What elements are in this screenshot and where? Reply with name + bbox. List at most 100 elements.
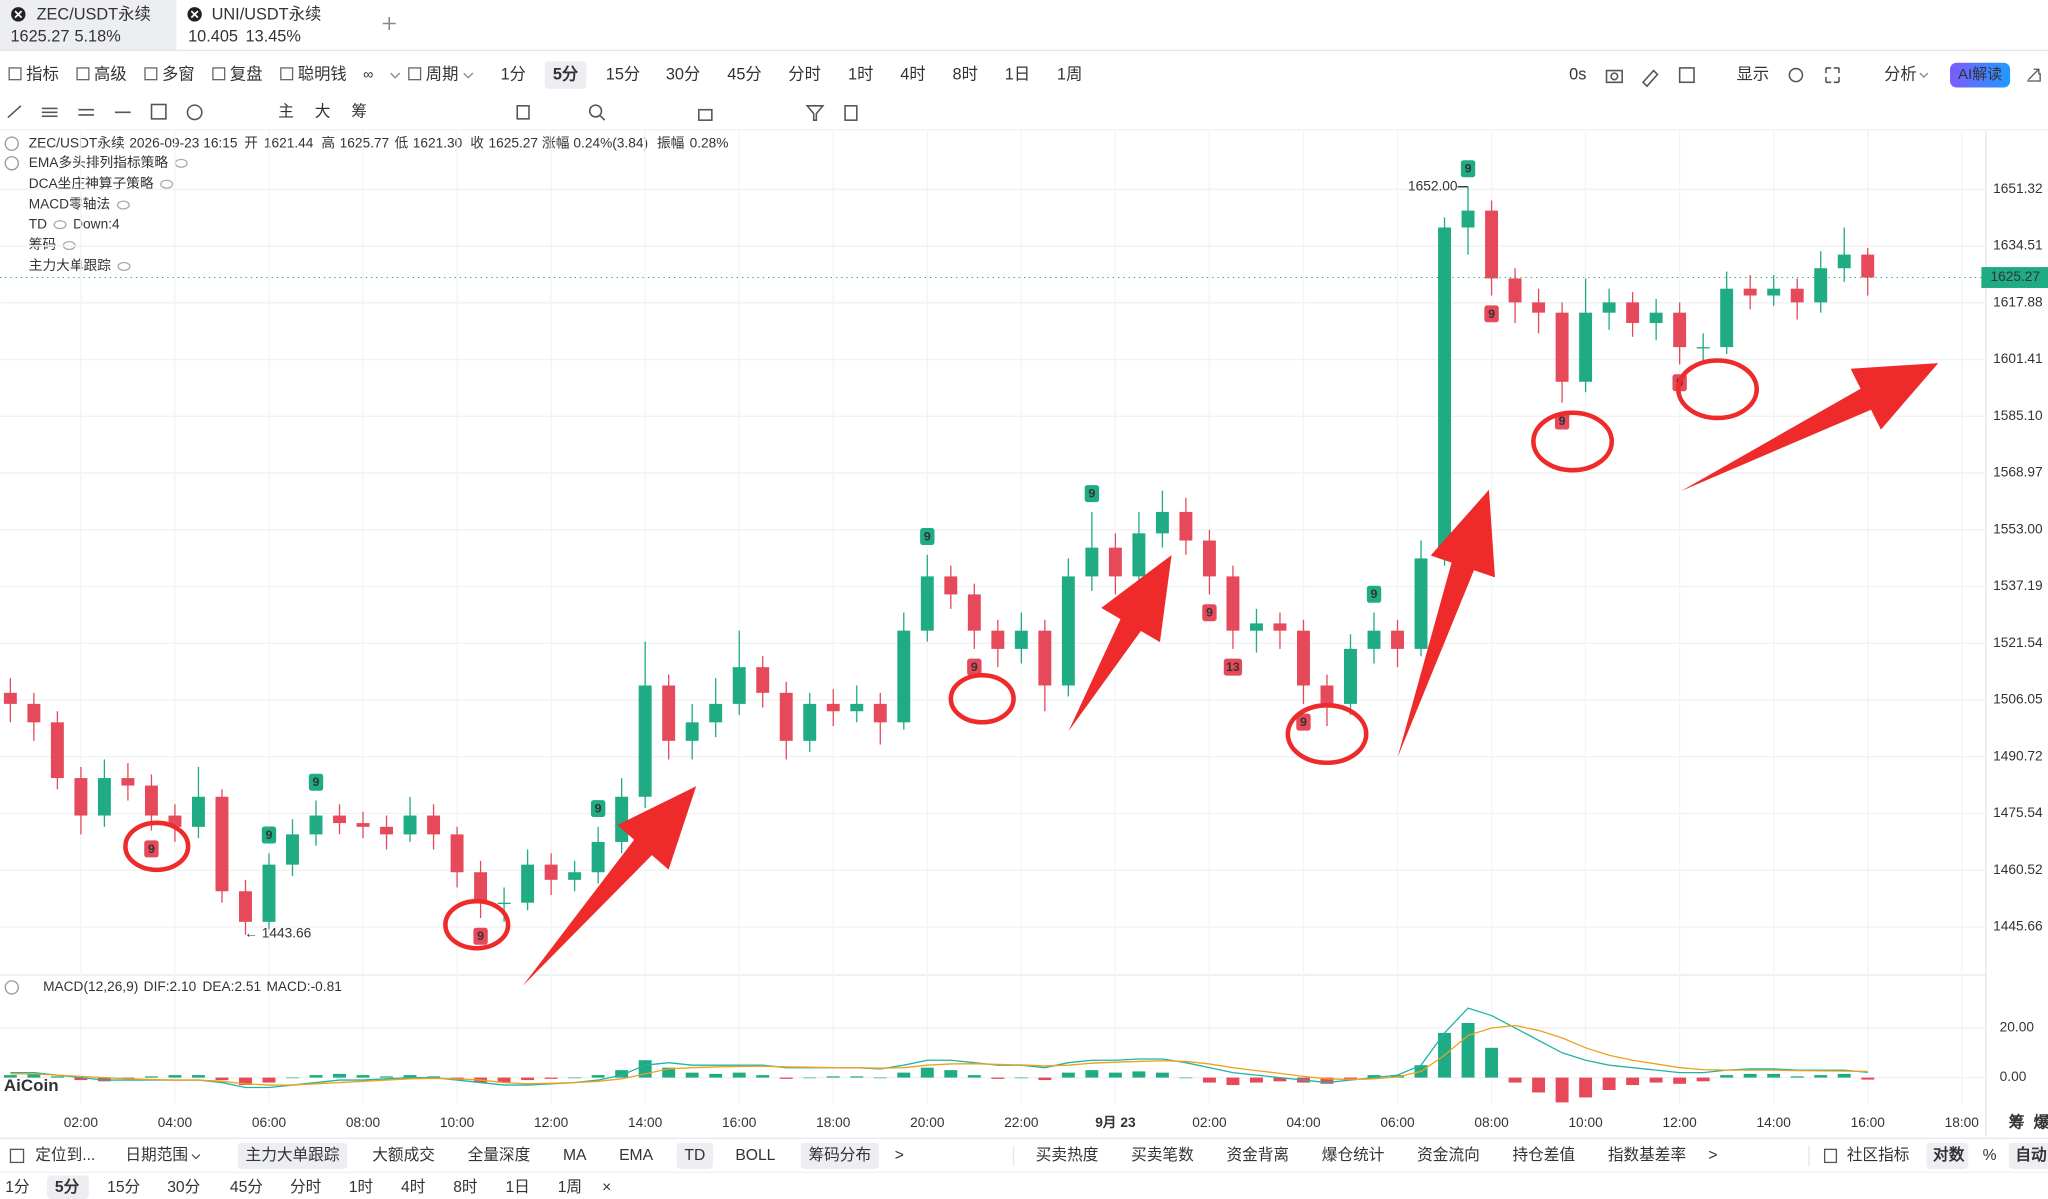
collapse-icon[interactable] — [4, 980, 19, 995]
interval-button[interactable]: 45分 — [727, 65, 761, 83]
bottom-tool[interactable]: MA — [563, 1147, 587, 1164]
bottom-tool[interactable]: 爆仓统计 — [1322, 1145, 1385, 1164]
share-icon[interactable] — [2027, 68, 2041, 82]
bottom-tool[interactable]: 持仓差值 — [1512, 1146, 1575, 1164]
interval-button[interactable]: 4时 — [900, 65, 925, 83]
bottom-tool[interactable]: 买卖热度 — [1036, 1146, 1099, 1164]
bottom-tool[interactable]: 资金背离 — [1226, 1146, 1289, 1164]
tool-button[interactable]: 复盘 — [230, 64, 263, 83]
bottom-tool[interactable]: 自动 — [2015, 1145, 2047, 1164]
bottom-tool[interactable]: 主力大单跟踪 — [246, 1146, 340, 1164]
interval-button[interactable]: 5分 — [55, 1178, 80, 1196]
macd-bar — [873, 1077, 887, 1079]
bottom-tool[interactable]: 定位到... — [35, 1146, 95, 1164]
macd-bar — [544, 1077, 558, 1079]
bottom-tool[interactable]: 社区指标 — [1847, 1146, 1910, 1164]
candle-body — [450, 834, 464, 873]
toolbar-button[interactable]: 0s — [1569, 65, 1586, 83]
interval-button[interactable]: 15分 — [107, 1178, 140, 1196]
interval-button[interactable]: 8时 — [953, 65, 978, 83]
macd-bar — [356, 1075, 370, 1078]
macd-bar — [1767, 1073, 1781, 1078]
td-marker-label: 9 — [1559, 414, 1566, 428]
tool-button[interactable]: 主 — [278, 102, 294, 120]
macd-legend: DIF:2.10 — [144, 979, 197, 994]
bottom-tool[interactable]: 全量深度 — [468, 1146, 531, 1164]
x-tick-label: 10:00 — [1568, 1115, 1603, 1130]
collapse-icon[interactable] — [4, 156, 19, 171]
indicator-name[interactable]: 主力大单跟踪 — [29, 258, 112, 273]
ai-button-bg[interactable] — [1950, 62, 2011, 88]
interval-button[interactable]: 分时 — [290, 1178, 322, 1196]
bottom-tool[interactable]: % — [1983, 1147, 1997, 1164]
macd-bar — [803, 1077, 817, 1079]
toolbar-button[interactable]: 显示 — [1736, 65, 1769, 83]
interval-button[interactable]: 30分 — [167, 1178, 200, 1196]
indicator-name[interactable]: 筹码 — [29, 236, 56, 252]
tool-button[interactable]: 聪明钱 — [298, 65, 347, 83]
tool-button[interactable]: 指标 — [26, 65, 59, 83]
bottom-tool[interactable]: 买卖笔数 — [1131, 1146, 1194, 1164]
interval-button[interactable]: 1时 — [349, 1178, 374, 1196]
bottom-tool[interactable]: EMA — [619, 1147, 653, 1164]
indicator-name[interactable]: TD — [29, 216, 47, 231]
visibility-icon[interactable] — [160, 179, 174, 189]
tool-button[interactable]: 高级 — [94, 65, 127, 83]
interval-button[interactable]: 1分 — [501, 65, 526, 83]
tool-button[interactable]: 多窗 — [162, 65, 195, 83]
td-marker — [1223, 658, 1243, 676]
interval-button[interactable]: 5分 — [553, 65, 579, 83]
tool-button[interactable]: 筹 — [351, 102, 367, 120]
interval-button[interactable]: 30分 — [666, 65, 700, 83]
td-marker — [1366, 585, 1382, 603]
axis-extra[interactable]: 筹 — [2009, 1112, 2025, 1131]
bottom-tool[interactable]: 筹码分布 — [808, 1146, 871, 1164]
logo: AiCoin — [4, 1076, 59, 1095]
ai-button[interactable]: AI解读 — [1958, 66, 2002, 83]
interval-button[interactable]: 分时 — [788, 65, 821, 83]
macd-bar — [1555, 1077, 1569, 1103]
bottom-tool[interactable]: 资金流向 — [1417, 1146, 1480, 1164]
macd-bar — [1344, 1077, 1357, 1079]
axis-extra[interactable]: 爆 — [2034, 1112, 2048, 1131]
interval-button[interactable]: 1周 — [558, 1179, 582, 1196]
interval-button[interactable]: 8时 — [453, 1178, 478, 1196]
tool-button[interactable]: 周期 — [426, 65, 459, 83]
bottom-tool[interactable]: TD — [684, 1147, 705, 1164]
candle-body — [474, 872, 488, 903]
toolbar-button[interactable]: 分析 — [1884, 65, 1917, 83]
visibility-icon[interactable] — [116, 200, 130, 210]
bottom-tool[interactable]: 指数基差率 — [1608, 1146, 1686, 1164]
interval-button[interactable]: 1周 — [1057, 65, 1082, 83]
interval-button[interactable]: 1时 — [848, 65, 873, 83]
new-tab[interactable] — [382, 16, 396, 31]
tab-symbol[interactable]: UNI/USDT永续 — [212, 5, 322, 23]
indicator-name[interactable]: EMA多头排列指标策略 — [29, 154, 169, 170]
collapse-icon[interactable] — [4, 136, 19, 151]
interval-button[interactable]: 15分 — [606, 65, 640, 83]
interval-button[interactable]: 1分 — [5, 1178, 30, 1196]
indicator-name[interactable]: DCA坐庄神算子策略 — [29, 175, 154, 191]
tab-symbol[interactable]: ZEC/USDT永续 — [37, 5, 151, 23]
interval-button[interactable]: 1日 — [1005, 65, 1030, 83]
more-button[interactable]: > — [1708, 1147, 1717, 1164]
close-button[interactable]: × — [602, 1179, 611, 1196]
tool-button[interactable]: 大 — [315, 102, 331, 120]
candle-body — [1108, 547, 1122, 577]
bottom-tool[interactable]: 大额成交 — [372, 1146, 435, 1164]
current-price-label: 1625.27 — [1991, 269, 2041, 284]
interval-button[interactable]: 1日 — [505, 1179, 529, 1196]
edit-icon[interactable] — [1823, 1148, 1838, 1164]
macd-bar — [568, 1077, 582, 1079]
y-tick-label: 1651.32 — [1993, 181, 2043, 196]
bottom-tool[interactable]: 对数 — [1933, 1145, 1965, 1164]
more-button[interactable]: > — [895, 1147, 904, 1164]
indicator-name[interactable]: MACD零轴法 — [29, 197, 110, 212]
visibility-icon[interactable] — [53, 220, 67, 230]
bottom-tool[interactable]: BOLL — [735, 1147, 775, 1164]
calendar-icon[interactable] — [9, 1148, 25, 1164]
visibility-icon[interactable] — [117, 261, 131, 272]
bottom-tool[interactable]: 日期范围 — [125, 1146, 188, 1164]
interval-button[interactable]: 4时 — [401, 1178, 426, 1196]
interval-button[interactable]: 45分 — [230, 1178, 263, 1196]
